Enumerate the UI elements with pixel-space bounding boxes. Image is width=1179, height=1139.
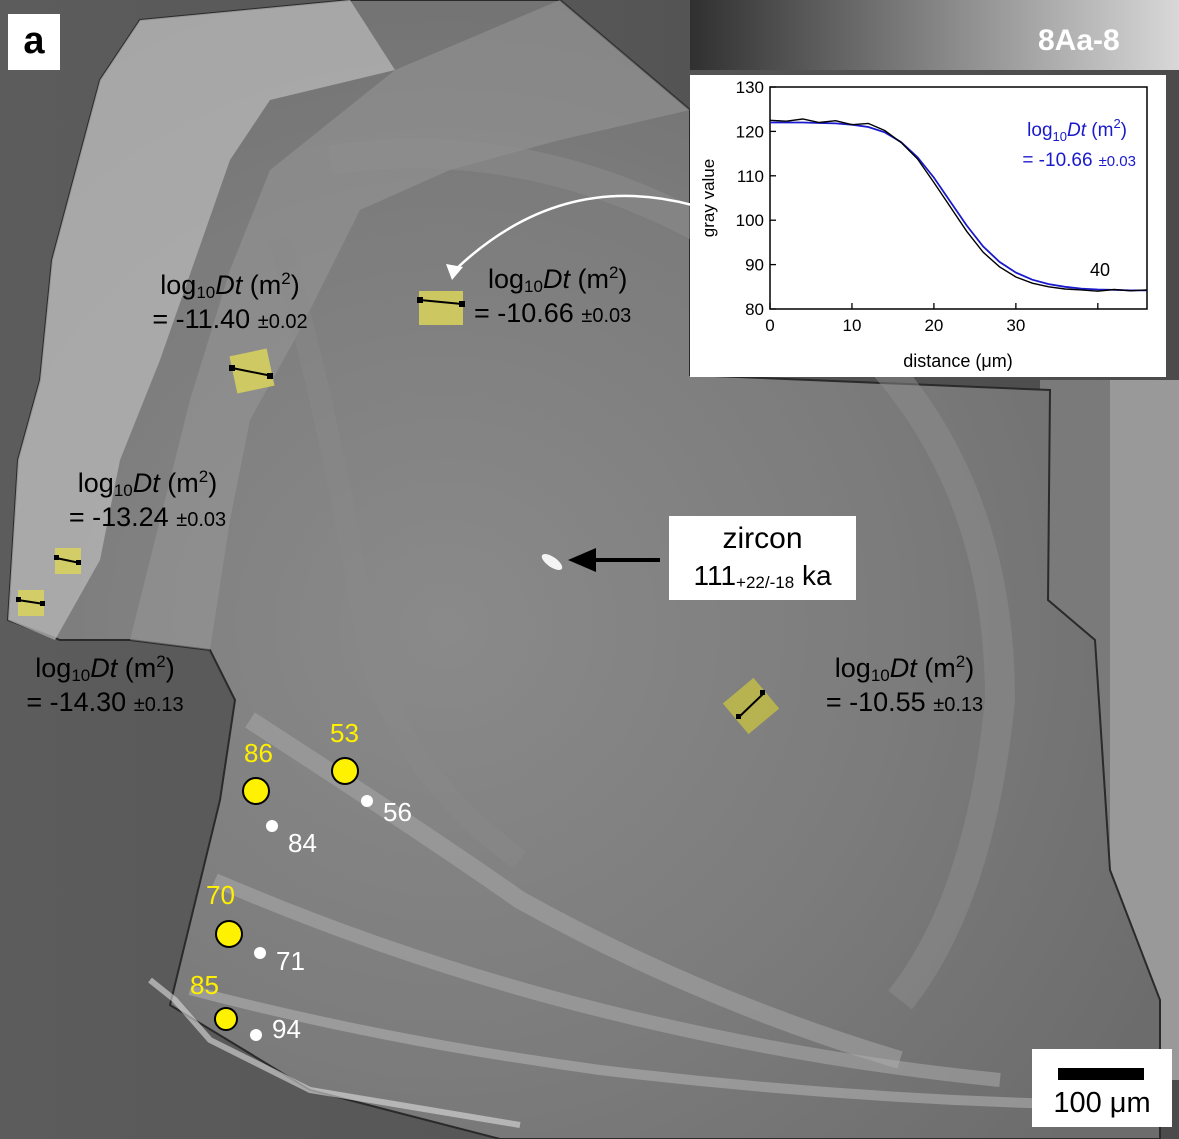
spot-yellow-85 (214, 1007, 238, 1031)
y-tick-label: 100 (736, 211, 764, 230)
dt-annotation-3: log10Dt (m2) = -13.24 ±0.03 (68, 467, 227, 532)
zircon-name: zircon (722, 522, 803, 555)
y-tick-label: 80 (745, 300, 764, 319)
inset-annotation-line2: = -10.66 ±0.03 (1022, 150, 1136, 171)
zircon-label: zircon 111+22/-18 ka (669, 516, 856, 600)
inset-extra-label: 40 (1090, 260, 1110, 280)
spot-yellow-53 (331, 757, 359, 785)
spot-label-yellow: 70 (206, 880, 235, 910)
profile-chart-svg: 80 90 100 110 120 130 0 10 20 30 gray value dist… (699, 78, 1148, 371)
profile-box-4 (16, 590, 45, 616)
scale-bar: 100 μm (1032, 1049, 1172, 1127)
spot-yellow-86 (242, 777, 270, 805)
x-tick-label: 0 (765, 316, 774, 335)
profile-box-1 (229, 348, 275, 394)
profile-box-3 (54, 548, 81, 574)
spot-label-white: 94 (272, 1014, 301, 1044)
y-axis-label: gray value (699, 159, 718, 237)
spot-label-white: 56 (383, 797, 412, 827)
data-series-line (769, 118, 1148, 292)
dt-annotation-1: log10Dt (m2) = -11.40 ±0.02 (152, 269, 308, 334)
y-tick-label: 110 (737, 167, 764, 186)
scale-bar-label: 100 μm (1053, 1087, 1151, 1119)
x-tick-label: 20 (924, 316, 943, 335)
plot-frame (769, 86, 1148, 310)
panel-letter: a (8, 14, 60, 70)
x-tick-label: 10 (842, 316, 861, 335)
dt-annotation-2: log10Dt (m2) = -10.66 ±0.03 (474, 263, 632, 328)
x-axis-label: distance (μm) (903, 351, 1012, 371)
profile-box-5 (722, 677, 780, 735)
y-tick-label: 130 (736, 78, 764, 97)
inset-annotation-line1: log10Dt (m2) (1027, 116, 1127, 144)
spot-white-84 (266, 820, 278, 832)
y-tick-label: 90 (745, 256, 764, 275)
zircon-age: 111+22/-18 ka (693, 560, 832, 592)
spot-white-56 (361, 795, 373, 807)
spot-label-yellow: 86 (244, 738, 273, 768)
spot-label-yellow: 85 (190, 970, 219, 1000)
spot-white-94 (250, 1029, 262, 1041)
dt-annotation-5: log10Dt (m2) = -10.55 ±0.13 (825, 652, 984, 717)
x-tick-label: 30 (1006, 316, 1025, 335)
scale-bar-line (1058, 1068, 1144, 1080)
fit-series-line (770, 121, 1147, 292)
spot-label-yellow: 53 (330, 718, 359, 748)
dt-annotation-4: log10Dt (m2) = -14.30 ±0.13 (26, 652, 184, 717)
spot-label-white: 71 (276, 946, 305, 976)
sample-id: 8Aa-8 (1038, 24, 1120, 57)
y-tick-label: 120 (736, 122, 764, 141)
spot-label-white: 84 (288, 828, 317, 858)
spot-white-71 (254, 947, 266, 959)
spot-yellow-70 (215, 920, 243, 948)
profile-box-2 (417, 291, 465, 325)
profile-chart: 80 90 100 110 120 130 0 10 20 30 gray value dist… (690, 75, 1166, 377)
